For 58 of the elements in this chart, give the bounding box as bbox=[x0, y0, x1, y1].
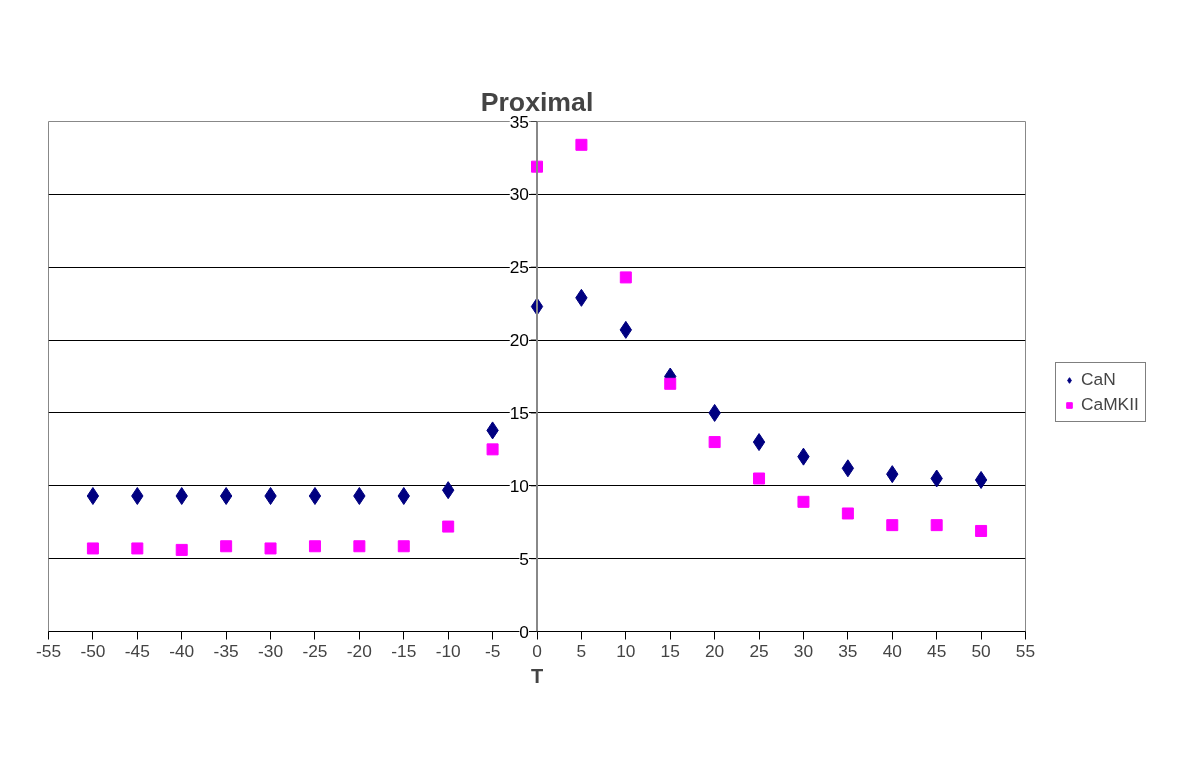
point bbox=[442, 520, 455, 533]
x-tick-label: -15 bbox=[391, 640, 417, 661]
point bbox=[86, 486, 100, 505]
x-tick-label: -40 bbox=[169, 640, 195, 661]
legend-label: CaMKII bbox=[1081, 394, 1139, 415]
point bbox=[264, 542, 277, 555]
x-tick-label: -55 bbox=[35, 640, 62, 661]
x-tick-label: 25 bbox=[749, 640, 769, 661]
point bbox=[175, 543, 188, 556]
legend-label: CaN bbox=[1081, 369, 1116, 390]
y-tick-label: 5 bbox=[519, 548, 530, 569]
point bbox=[886, 519, 899, 532]
x-tick-label: -5 bbox=[484, 640, 501, 661]
point bbox=[308, 540, 321, 553]
point bbox=[486, 443, 499, 456]
y-tick-label: 15 bbox=[509, 402, 530, 423]
x-tick-label: 50 bbox=[971, 640, 991, 661]
x-tick-label: 5 bbox=[576, 640, 587, 661]
y-tick-label: 30 bbox=[509, 184, 530, 205]
point bbox=[752, 433, 766, 452]
point bbox=[397, 540, 410, 553]
x-tick-label: 55 bbox=[1015, 640, 1036, 661]
x-tick-label: -10 bbox=[435, 640, 461, 661]
point bbox=[131, 542, 144, 555]
x-tick-label: 15 bbox=[660, 640, 680, 661]
x-tick-label: 35 bbox=[838, 640, 858, 661]
point bbox=[930, 519, 943, 532]
point bbox=[841, 459, 855, 478]
point bbox=[575, 138, 588, 151]
point bbox=[220, 540, 233, 553]
point bbox=[308, 486, 322, 505]
point bbox=[797, 495, 810, 508]
point bbox=[353, 540, 366, 553]
point bbox=[664, 377, 677, 390]
point bbox=[708, 436, 721, 449]
x-tick-label: -50 bbox=[80, 640, 106, 661]
y-tick-label: 0 bbox=[519, 621, 530, 642]
x-tick-label: -45 bbox=[124, 640, 150, 661]
y-tick-label: 10 bbox=[509, 475, 530, 496]
point bbox=[619, 271, 632, 284]
point bbox=[753, 472, 766, 485]
x-tick-label: 30 bbox=[793, 640, 814, 661]
x-tick-label: -35 bbox=[213, 640, 239, 661]
point bbox=[86, 542, 99, 555]
x-tick-label: 40 bbox=[882, 640, 902, 661]
point bbox=[219, 486, 233, 505]
y-tick-label: 20 bbox=[509, 330, 530, 351]
x-tick-label: 20 bbox=[705, 640, 725, 661]
x-tick-label: 45 bbox=[927, 640, 947, 661]
point bbox=[841, 507, 854, 520]
x-tick-label: -30 bbox=[258, 640, 284, 661]
point bbox=[975, 524, 988, 537]
x-tick-label: 10 bbox=[616, 640, 636, 661]
point bbox=[974, 470, 988, 489]
x-tick-label: -20 bbox=[346, 640, 372, 661]
y-tick-label: 25 bbox=[509, 257, 530, 278]
x-tick-label: -25 bbox=[302, 640, 328, 661]
x-axis-title: T bbox=[530, 664, 544, 687]
